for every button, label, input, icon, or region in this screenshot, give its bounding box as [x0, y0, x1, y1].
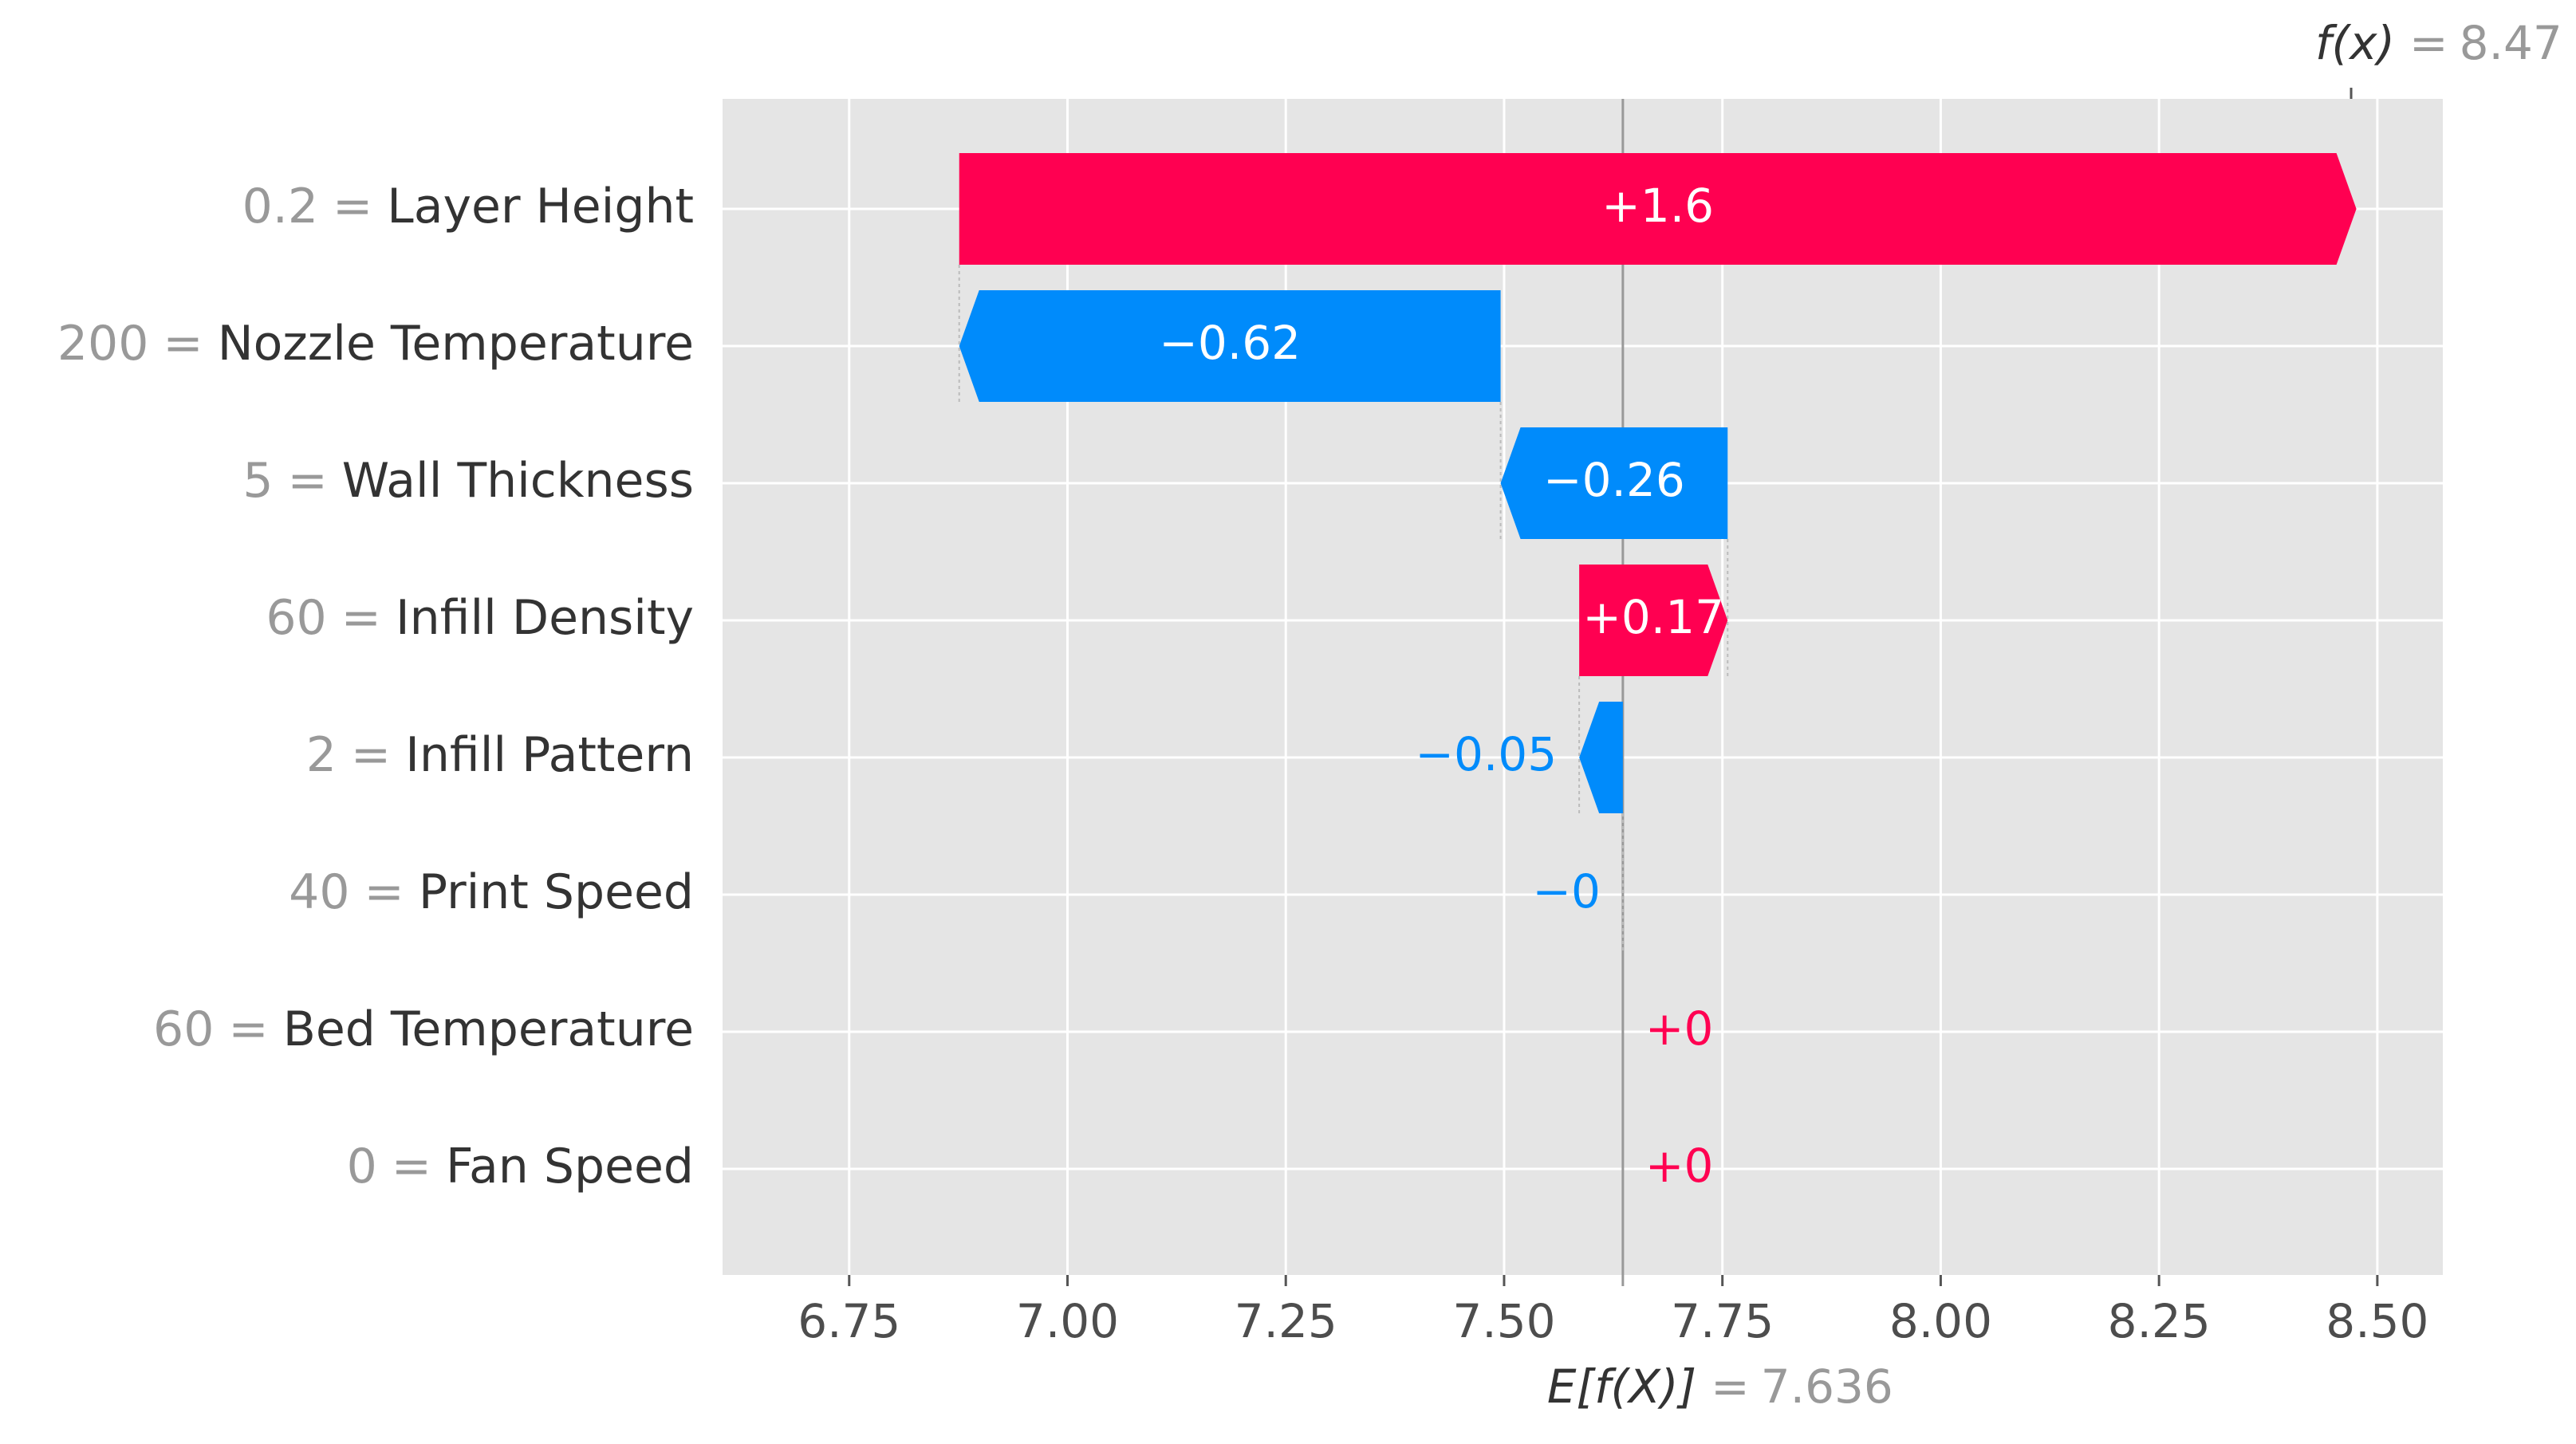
bar [959, 153, 2357, 265]
x-tick-label: 7.50 [1452, 1294, 1555, 1348]
feature-value: 40 [289, 864, 349, 920]
feature-label: 0 = Fan Speed [347, 1139, 694, 1194]
feature-value: 200 [57, 316, 149, 372]
x-tick-label: 7.00 [1016, 1294, 1119, 1348]
base-name: E[f(X)] [1547, 1359, 1696, 1414]
feature-value: 5 [242, 453, 273, 509]
feature-name: Print Speed [419, 864, 694, 920]
feature-name: Nozzle Temperature [218, 316, 694, 372]
bar [1579, 702, 1623, 813]
x-tick-label: 7.75 [1671, 1294, 1774, 1348]
x-tick-label: 8.25 [2108, 1294, 2211, 1348]
separator: = [288, 453, 328, 509]
feature-label: 200 = Nozzle Temperature [57, 316, 694, 372]
separator: = [333, 179, 372, 234]
value-label: −0 [1532, 864, 1601, 919]
value-label: +0 [1645, 1001, 1714, 1056]
separator: = [228, 1001, 268, 1057]
feature-label: 5 = Wall Thickness [242, 453, 694, 509]
feature-label: 60 = Infill Density [266, 590, 694, 646]
feature-value: 60 [153, 1001, 214, 1057]
feature-name: Infill Density [396, 590, 694, 646]
feature-label: 0.2 = Layer Height [242, 179, 694, 234]
separator: = [364, 864, 404, 920]
separator: = [2409, 16, 2448, 70]
x-tick-label: 6.75 [798, 1294, 900, 1348]
value-label: +0.17 [1582, 590, 1724, 644]
separator: = [392, 1139, 431, 1194]
feature-value: 0 [347, 1139, 377, 1194]
feature-name: Wall Thickness [342, 453, 694, 509]
output-value: 8.47 [2460, 16, 2562, 70]
feature-name: Infill Pattern [405, 727, 694, 783]
output-name: f(x) [2315, 16, 2395, 70]
output-label: f(x) = 8.47 [2315, 16, 2562, 70]
feature-label: 40 = Print Speed [289, 864, 694, 920]
feature-name: Bed Temperature [283, 1001, 694, 1057]
plot-area [723, 99, 2443, 1275]
base-label: E[f(X)] = 7.636 [1547, 1359, 1893, 1414]
x-tick-label: 8.50 [2326, 1294, 2428, 1348]
separator: = [1711, 1359, 1750, 1414]
value-label: −0.62 [1159, 316, 1301, 370]
feature-name: Layer Height [387, 179, 694, 234]
feature-label: 60 = Bed Temperature [153, 1001, 694, 1057]
feature-label: 2 = Infill Pattern [306, 727, 694, 783]
x-tick-label: 7.25 [1235, 1294, 1337, 1348]
value-label: +0 [1645, 1139, 1714, 1193]
separator: = [163, 316, 203, 372]
separator: = [341, 590, 381, 646]
value-label: +1.6 [1601, 179, 1714, 233]
bar [959, 290, 1501, 402]
separator: = [351, 727, 391, 783]
feature-value: 2 [306, 727, 337, 783]
value-label: −0.05 [1415, 727, 1557, 781]
bar [1500, 427, 1728, 539]
feature-name: Fan Speed [446, 1139, 694, 1194]
feature-value: 0.2 [242, 179, 318, 234]
value-label: −0.26 [1543, 453, 1685, 507]
feature-value: 60 [266, 590, 326, 646]
x-tick-label: 8.00 [1889, 1294, 1992, 1348]
bar [1579, 565, 1728, 676]
base-value: 7.636 [1761, 1359, 1893, 1414]
